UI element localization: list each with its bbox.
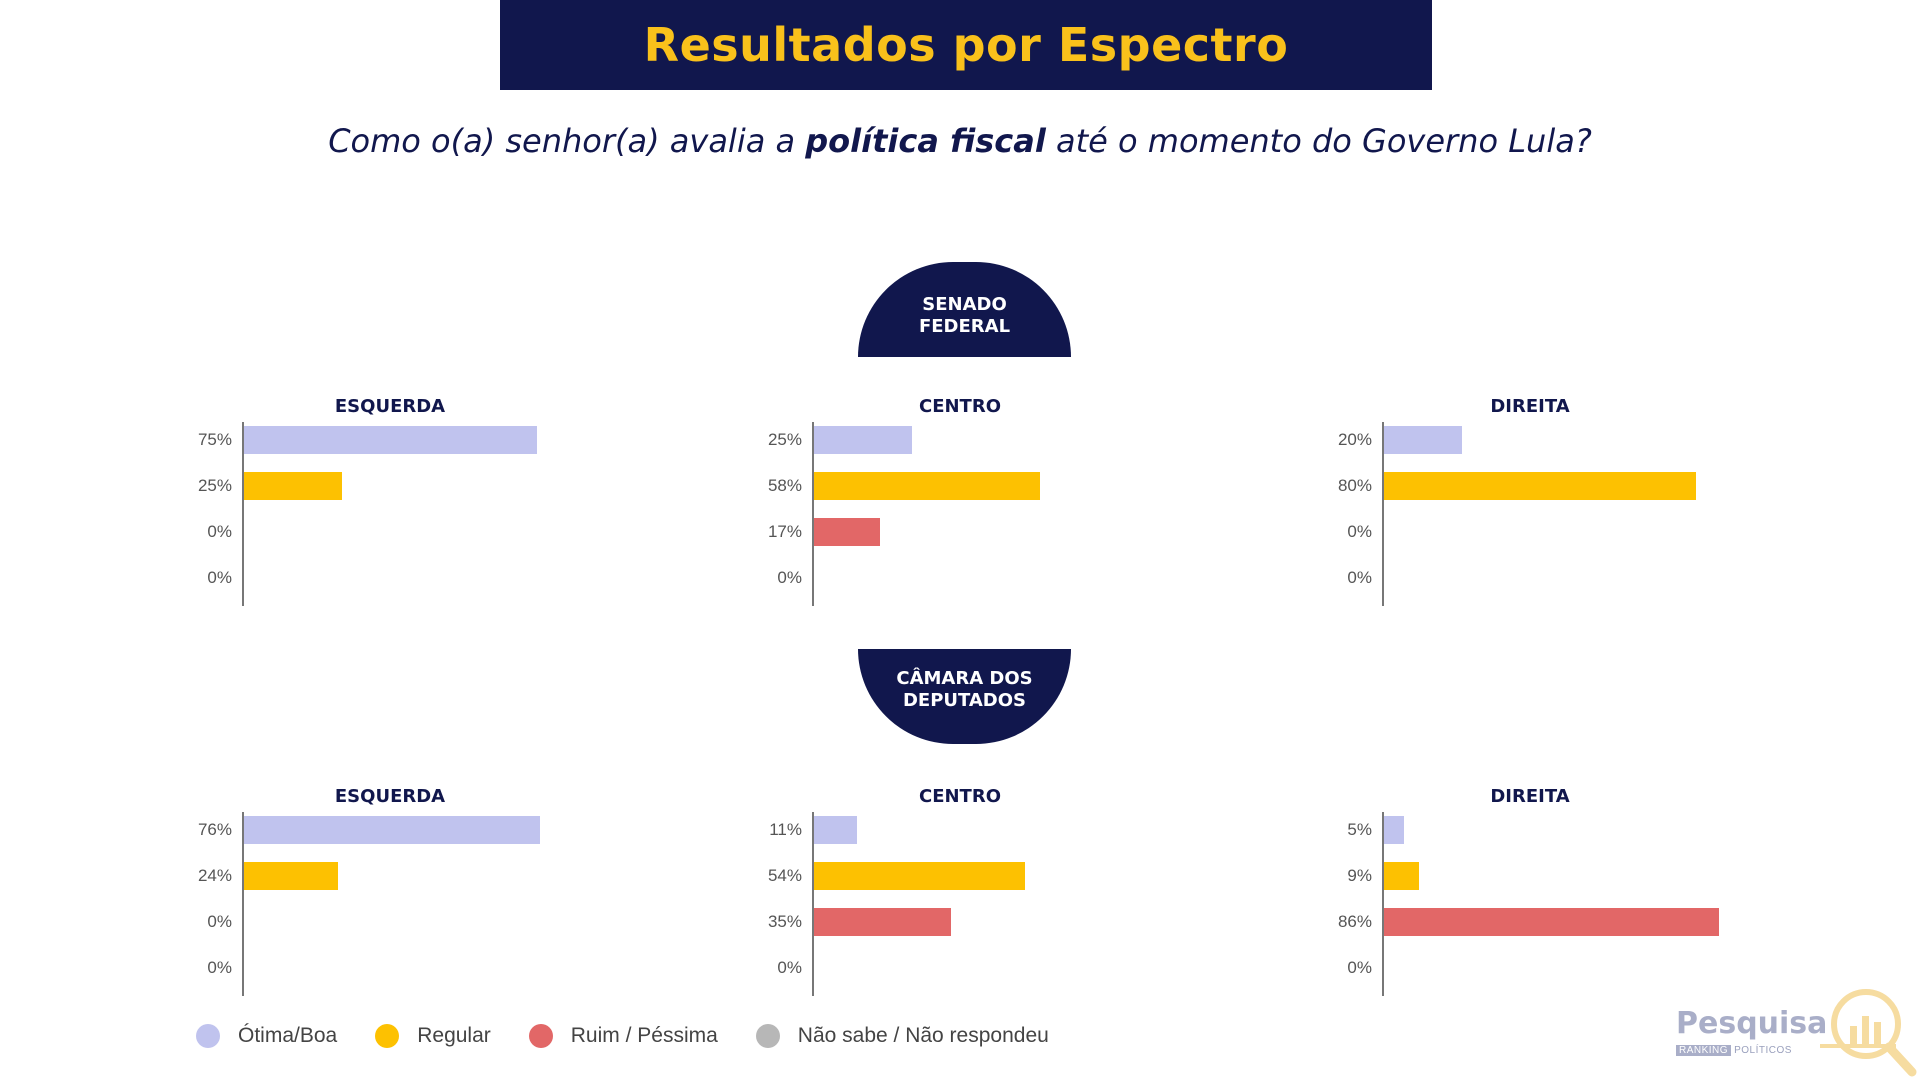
tick-label: 58% — [767, 476, 802, 495]
tick-label: 0% — [207, 522, 232, 541]
pesquisa-logo: Pesquisa RANKING POLÍTICOS — [1672, 980, 1920, 1080]
tick-label: 80% — [1337, 476, 1372, 495]
legend-label-nao-sabe: Não sabe / Não respondeu — [797, 1024, 1049, 1047]
logo-tag: RANKING — [1676, 1045, 1732, 1056]
bar-regular — [1384, 472, 1696, 500]
tick-label: 25% — [197, 476, 232, 495]
tick-label: 0% — [1347, 522, 1372, 541]
legend-item-otima: Ótima/Boa — [196, 1024, 337, 1048]
bar-regular — [244, 472, 342, 500]
y-axis-line — [242, 422, 244, 606]
bar-regular — [1384, 862, 1420, 890]
bar-otima — [814, 816, 857, 844]
tick-label: 0% — [777, 958, 802, 977]
question-suffix: até o momento do Governo Lula? — [1045, 122, 1592, 160]
logo-sub-text: POLÍTICOS — [1734, 1045, 1792, 1056]
panel-title: CENTRO — [918, 396, 1001, 417]
bar-ruim — [814, 518, 881, 546]
y-axis-line — [812, 422, 814, 606]
tick-label: 9% — [1347, 866, 1372, 885]
bar-otima — [244, 426, 537, 454]
tick-label: 0% — [1347, 958, 1372, 977]
tick-label: 25% — [767, 430, 802, 449]
tick-label: 75% — [197, 430, 232, 449]
legend-dot-regular — [375, 1024, 400, 1048]
tick-label: 11% — [769, 820, 802, 839]
chart-panel: DIREITA 20% 80% 0% 0% — [1338, 396, 1920, 616]
y-axis-line — [812, 812, 814, 996]
chart-panel: ESQUERDA 75% 25% 0% 0% — [198, 396, 782, 616]
bar-otima — [244, 816, 541, 844]
section-camara-label: CÂMARA DOS DEPUTADOS — [896, 667, 1033, 711]
magnifier-chart-icon — [1820, 989, 1917, 1077]
tick-label: 0% — [207, 958, 232, 977]
bar-otima — [814, 426, 912, 454]
section-camara: CÂMARA DOS DEPUTADOS — [858, 649, 1071, 744]
tick-label: 0% — [777, 568, 802, 587]
legend-dot-otima — [196, 1024, 220, 1048]
section-senado: SENADO FEDERAL — [858, 262, 1071, 357]
y-axis-line — [1382, 812, 1384, 996]
legend-label-regular: Regular — [417, 1024, 491, 1047]
tick-label: 76% — [197, 820, 232, 839]
tick-label: 35% — [767, 912, 802, 931]
tick-label: 20% — [1337, 430, 1372, 449]
tick-label: 0% — [207, 912, 232, 931]
page-title: Resultados por Espectro — [643, 18, 1289, 72]
question-text: Como o(a) senhor(a) avalia a política fi… — [0, 122, 1920, 160]
legend-label-otima: Ótima/Boa — [238, 1024, 338, 1047]
panel-title: ESQUERDA — [334, 786, 446, 807]
chart-panel: DIREITA 5% 9% 86% 0% — [1338, 786, 1920, 1006]
y-axis-line — [1382, 422, 1384, 606]
legend-item-regular: Regular — [375, 1024, 491, 1048]
tick-label: 0% — [207, 568, 232, 587]
bar-regular — [814, 862, 1025, 890]
y-axis-line — [242, 812, 244, 996]
tick-label: 24% — [197, 866, 232, 885]
logo-wordmark: Pesquisa — [1676, 1006, 1828, 1041]
legend-dot-ruim — [528, 1024, 553, 1048]
question-prefix: Como o(a) senhor(a) avalia a — [328, 122, 806, 160]
chart-panel: CENTRO 11% 54% 35% 0% — [768, 786, 1352, 1006]
bar-regular — [814, 472, 1041, 500]
tick-label: 5% — [1347, 820, 1372, 839]
panel-title: DIREITA — [1490, 786, 1570, 807]
bar-otima — [1384, 816, 1404, 844]
question-highlight: política fiscal — [805, 122, 1046, 160]
bar-regular — [244, 862, 338, 890]
bar-otima — [1384, 426, 1462, 454]
logo-subtitle: RANKING POLÍTICOS — [1676, 1045, 1792, 1056]
section-senado-label: SENADO FEDERAL — [918, 293, 1011, 337]
tick-label: 17% — [767, 522, 802, 541]
legend: Ótima/Boa Regular Ruim / Péssima Não sab… — [196, 1024, 1087, 1048]
panel-title: ESQUERDA — [334, 396, 446, 417]
bar-ruim — [1384, 908, 1720, 936]
tick-label: 86% — [1337, 912, 1372, 931]
chart-panel: ESQUERDA 76% 24% 0% 0% — [198, 786, 782, 1006]
tick-label: 0% — [1347, 568, 1372, 587]
title-banner: Resultados por Espectro — [500, 0, 1432, 90]
panel-title: DIREITA — [1490, 396, 1570, 417]
chart-panel: CENTRO 25% 58% 17% 0% — [768, 396, 1352, 616]
legend-label-ruim: Ruim / Péssima — [570, 1024, 718, 1047]
panel-title: CENTRO — [918, 786, 1001, 807]
legend-dot-nao-sabe — [755, 1024, 780, 1048]
bar-ruim — [814, 908, 951, 936]
tick-label: 54% — [767, 866, 802, 885]
legend-item-nao-sabe: Não sabe / Não respondeu — [755, 1024, 1049, 1048]
legend-item-ruim: Ruim / Péssima — [528, 1024, 718, 1048]
